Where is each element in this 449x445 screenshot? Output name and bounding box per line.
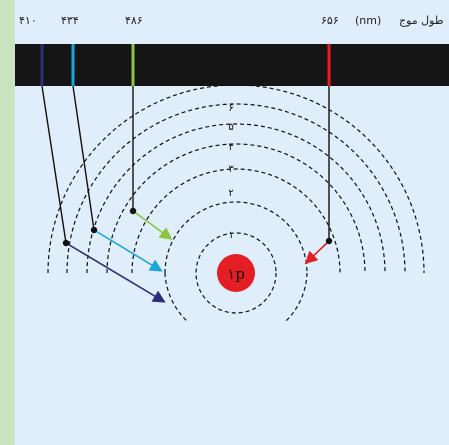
wavelength-label: طول موج [399,14,444,27]
tick-410: ۴۱۰ [19,14,37,27]
start-dot-410 [62,239,70,247]
transition-arrow-434 [93,229,163,272]
tick-656: ۶۵۶ [321,14,339,27]
start-dot-486 [129,207,137,215]
tick-486: ۴۸۶ [125,14,143,27]
transition-arrow-410 [65,242,166,303]
orbit-label-1: ۱ [228,230,233,241]
orbit-label-3: ۳ [228,164,234,175]
orbit-6 [66,103,406,274]
orbit-1 [195,232,277,314]
nucleus [217,254,255,292]
orbit-label-2: ۲ [228,188,233,199]
start-dot-656 [325,237,333,245]
orbit-4 [106,143,366,274]
orbit-3 [131,168,341,274]
orbit-5 [86,123,386,274]
unit-label: (nm) [355,14,382,27]
orbit-label-6: ۶ [228,103,233,114]
wavelength-header [15,0,449,42]
orbit-label-4: ۴ [228,142,233,153]
bohr-model-diagram: ۱ ۲ ۳ ۴ ۵ ۶ ۱p [40,44,425,323]
nucleus-label: ۱p [227,265,245,283]
drop-line-410 [41,85,67,244]
diagram-panel: ۴۱۰ ۴۳۴ ۴۸۶ ۶۵۶ (nm) طول موج [15,0,449,445]
tick-434: ۴۳۴ [61,14,79,27]
transition-arrow-656 [304,240,330,265]
orbit-2-lower [164,272,189,323]
transition-arrow-486 [132,210,173,240]
orbit-7 [47,84,425,274]
orbit-2 [164,201,308,274]
orbit-2-lower-right [284,272,308,323]
start-dot-434 [90,226,98,234]
drop-line-434 [72,85,95,231]
emission-spectrum-band [15,44,449,86]
orbit-label-5: ۵ [228,122,233,133]
